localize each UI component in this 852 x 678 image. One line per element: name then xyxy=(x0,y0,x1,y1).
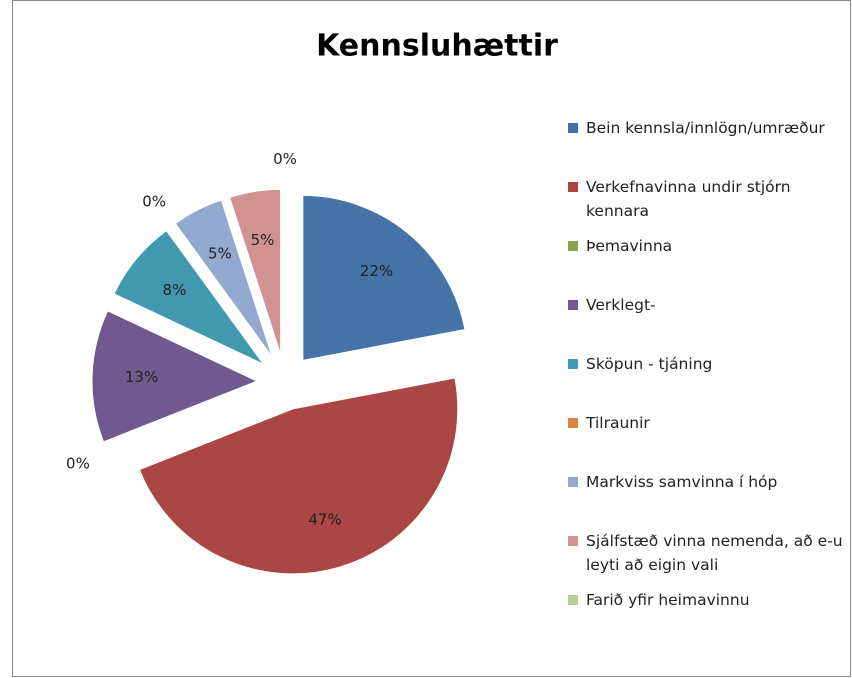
legend-swatch xyxy=(568,241,578,251)
legend-item: Tilraunir xyxy=(568,411,843,435)
pie-slice xyxy=(302,194,466,362)
legend-item: Markviss samvinna í hóp xyxy=(568,470,843,494)
legend-item: Sköpun - tjáning xyxy=(568,352,843,376)
legend-swatch xyxy=(568,300,578,310)
legend-label: Sköpun - tjáning xyxy=(586,355,713,373)
legend-item: Verklegt- xyxy=(568,293,843,317)
legend-label: Farið yfir heimavinnu xyxy=(586,591,750,609)
data-label: 47% xyxy=(308,510,341,528)
pie-slice xyxy=(91,310,259,443)
data-label: 0% xyxy=(66,454,90,472)
data-label: 22% xyxy=(360,262,393,280)
data-label: 5% xyxy=(208,245,232,263)
legend-item: Verkefnavinna undir stjórn kennara xyxy=(568,175,843,223)
legend-swatch xyxy=(568,536,578,546)
legend-swatch xyxy=(568,477,578,487)
pie-slice xyxy=(113,229,264,365)
legend-swatch xyxy=(568,359,578,369)
legend-item: Sjálfstæð vinna nemenda, að e-u leyti að… xyxy=(568,529,843,577)
legend-label: Markviss samvinna í hóp xyxy=(586,473,778,491)
data-label: 0% xyxy=(273,150,297,168)
pie-slice xyxy=(174,199,273,358)
legend-swatch xyxy=(568,595,578,605)
data-label: 5% xyxy=(251,231,275,249)
legend-label: Bein kennsla/innlögn/umræður xyxy=(586,119,825,137)
chart-title: Kennsluhættir xyxy=(316,29,558,64)
legend-swatch xyxy=(568,418,578,428)
legend-item: Farið yfir heimavinnu xyxy=(568,588,843,612)
data-label: 13% xyxy=(125,368,158,386)
pie-slice xyxy=(138,377,459,575)
legend-label: Þemavinna xyxy=(586,237,673,255)
legend-swatch xyxy=(568,182,578,192)
legend-item: Þemavinna xyxy=(568,234,843,258)
pie-slice xyxy=(229,188,282,355)
legend-swatch xyxy=(568,123,578,133)
legend-label: Tilraunir xyxy=(586,414,650,432)
legend-item: Bein kennsla/innlögn/umræður xyxy=(568,116,843,140)
legend-label: Sjálfstæð vinna nemenda, að e-u leyti að… xyxy=(586,532,843,574)
data-label: 0% xyxy=(142,192,166,210)
legend-label: Verkefnavinna undir stjórn kennara xyxy=(586,178,791,220)
data-label: 8% xyxy=(163,281,187,299)
legend-label: Verklegt- xyxy=(586,296,656,314)
